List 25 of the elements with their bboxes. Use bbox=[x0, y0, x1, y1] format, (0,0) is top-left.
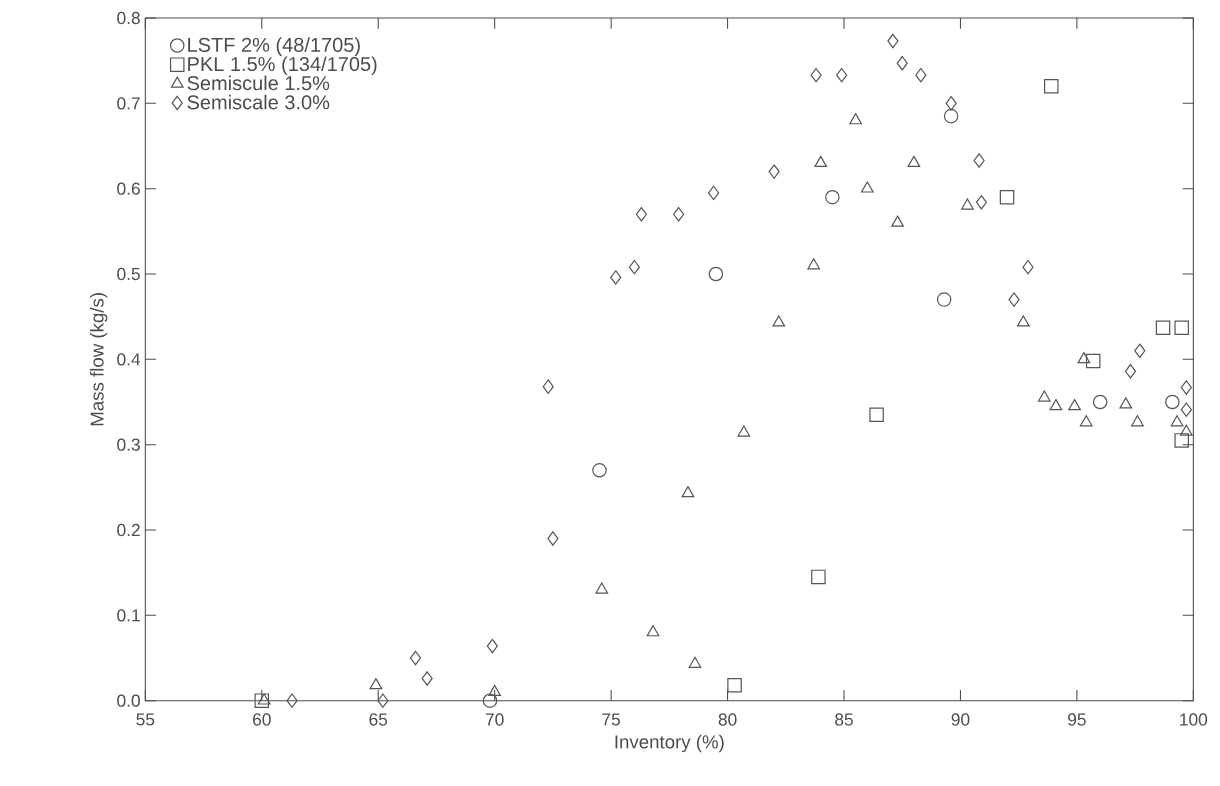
x-tick-label: 75 bbox=[602, 713, 621, 726]
legend-label: PKL 1.5% (134/1705) bbox=[188, 56, 377, 76]
x-axis-title: Inventory (%) bbox=[615, 734, 724, 753]
y-axis-title: Mass flow (kg/s) bbox=[89, 293, 108, 426]
legend-label: Semiscule 1.5% bbox=[187, 75, 330, 91]
y-tick-label: 0.7 bbox=[117, 97, 140, 110]
x-tick-label: 80 bbox=[718, 713, 737, 726]
y-tick-label: 0.3 bbox=[117, 438, 140, 451]
y-tick-label: 0.4 bbox=[117, 353, 141, 366]
y-tick-label: 0.5 bbox=[117, 267, 140, 281]
x-tick-label: 85 bbox=[835, 713, 853, 726]
y-tick-label: 0.6 bbox=[117, 182, 140, 195]
legend-label: Semiscale 3.0% bbox=[187, 94, 330, 110]
x-tick-label: 55 bbox=[136, 713, 155, 726]
x-tick-label: 60 bbox=[253, 713, 271, 726]
y-tick-label: 0.2 bbox=[117, 523, 140, 537]
x-tick-label: 70 bbox=[485, 713, 504, 726]
y-tick-label: 0.1 bbox=[117, 609, 140, 622]
y-tick-label: 0.8 bbox=[117, 11, 140, 25]
legend-label: LSTF 2% (48/1705) bbox=[188, 37, 360, 56]
x-tick-label: 65 bbox=[369, 713, 388, 726]
x-tick-label: 95 bbox=[1068, 713, 1086, 726]
x-tick-label: 90 bbox=[951, 713, 970, 726]
x-tick-label: 100 bbox=[1180, 713, 1208, 726]
y-tick-label: 0.0 bbox=[117, 694, 140, 707]
